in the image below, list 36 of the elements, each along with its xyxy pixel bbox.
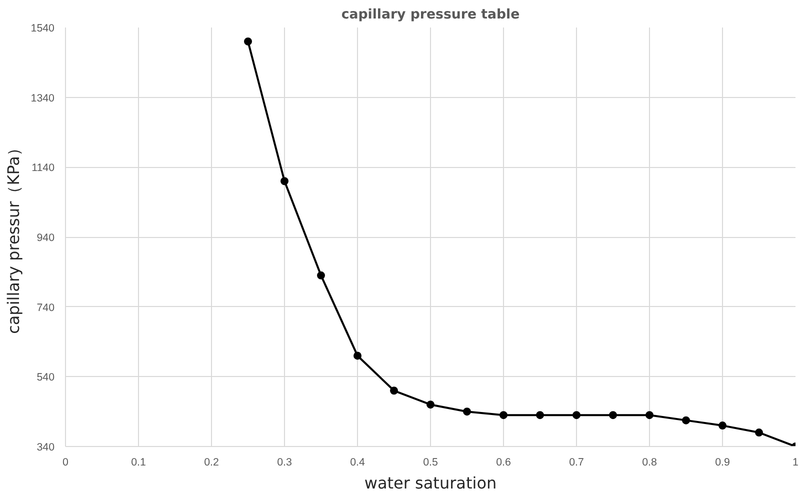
x-tick-label: 0.7 — [569, 456, 584, 468]
point — [755, 428, 763, 437]
x-axis-title: water saturation — [364, 474, 497, 492]
point — [682, 416, 690, 424]
point — [426, 400, 434, 409]
y-tick-label: 1140 — [32, 162, 55, 174]
point — [463, 408, 471, 416]
point — [354, 352, 362, 360]
x-tick-label: 0 — [62, 456, 69, 468]
y-tick-label: 740 — [36, 302, 55, 314]
point — [718, 422, 726, 430]
x-tick-label: 0.8 — [642, 456, 657, 468]
y-tick-label: 340 — [36, 442, 55, 454]
y-tick-label: 540 — [36, 372, 55, 384]
point — [317, 271, 325, 280]
x-tick-label: 0.4 — [350, 456, 365, 468]
y-tick-label: 1340 — [30, 92, 55, 104]
point — [244, 37, 252, 46]
point — [280, 177, 288, 186]
y-axis-title: capillary pressur（KPa） — [4, 140, 23, 334]
x-tick-label: 0.9 — [715, 456, 730, 468]
point — [536, 411, 544, 420]
x-tick-label: 0.1 — [131, 456, 146, 468]
point — [609, 411, 617, 420]
x-tick-label: 1 — [792, 456, 799, 468]
x-tick-label: 0.6 — [496, 456, 511, 468]
point — [646, 411, 654, 420]
chart-title: capillary pressure table — [341, 8, 520, 22]
x-tick-label: 0.3 — [277, 456, 292, 468]
point — [500, 411, 508, 420]
y-tick-label: 940 — [36, 232, 55, 244]
y-tick-label: 1540 — [30, 22, 55, 34]
x-tick-label: 0.2 — [204, 456, 219, 468]
point — [390, 386, 398, 395]
point — [572, 411, 580, 420]
x-tick-label: 0.5 — [423, 456, 438, 468]
